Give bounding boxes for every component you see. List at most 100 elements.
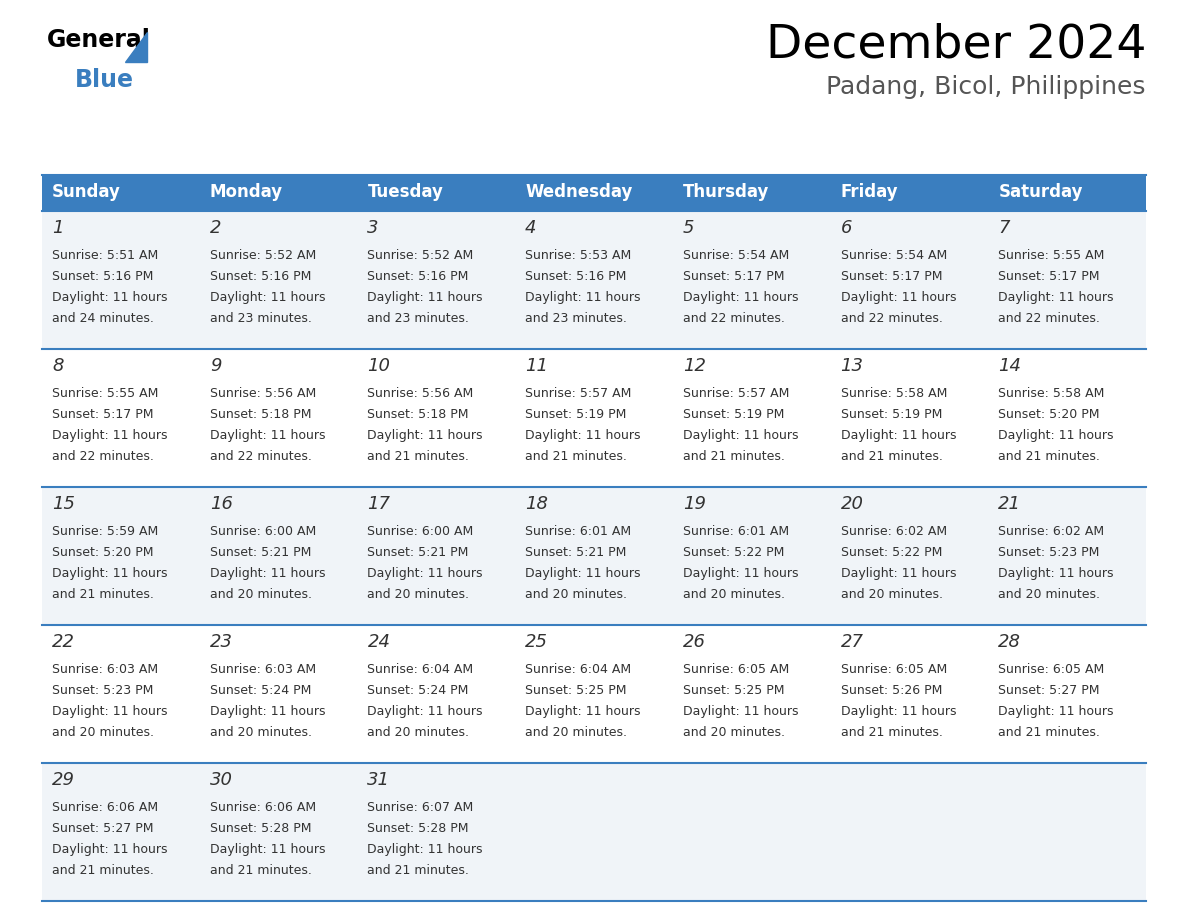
Text: and 20 minutes.: and 20 minutes. xyxy=(683,588,785,601)
Bar xyxy=(988,625,1146,763)
Text: Daylight: 11 hours: Daylight: 11 hours xyxy=(367,567,484,580)
Bar xyxy=(42,175,200,211)
Bar xyxy=(200,625,358,763)
Text: Sunset: 5:17 PM: Sunset: 5:17 PM xyxy=(52,408,153,421)
Text: 13: 13 xyxy=(841,357,864,375)
Text: and 21 minutes.: and 21 minutes. xyxy=(841,450,942,463)
Text: 4: 4 xyxy=(525,219,537,237)
Text: and 24 minutes.: and 24 minutes. xyxy=(52,312,154,325)
Bar xyxy=(830,625,988,763)
Text: 24: 24 xyxy=(367,633,391,651)
Text: Daylight: 11 hours: Daylight: 11 hours xyxy=(210,429,326,442)
Text: Sunset: 5:23 PM: Sunset: 5:23 PM xyxy=(52,684,153,697)
Text: 12: 12 xyxy=(683,357,706,375)
Text: December 2024: December 2024 xyxy=(765,23,1146,68)
Text: Sunset: 5:21 PM: Sunset: 5:21 PM xyxy=(525,546,626,559)
Text: Sunrise: 5:57 AM: Sunrise: 5:57 AM xyxy=(683,387,789,400)
Text: and 21 minutes.: and 21 minutes. xyxy=(998,726,1100,739)
Text: Sunrise: 5:55 AM: Sunrise: 5:55 AM xyxy=(52,387,158,400)
Text: Daylight: 11 hours: Daylight: 11 hours xyxy=(367,705,484,718)
Text: 1: 1 xyxy=(52,219,63,237)
Text: and 20 minutes.: and 20 minutes. xyxy=(525,726,627,739)
Text: Sunset: 5:20 PM: Sunset: 5:20 PM xyxy=(998,408,1100,421)
Text: and 23 minutes.: and 23 minutes. xyxy=(210,312,311,325)
Bar xyxy=(200,763,358,901)
Text: 31: 31 xyxy=(367,771,391,789)
Text: Sunrise: 5:54 AM: Sunrise: 5:54 AM xyxy=(683,249,789,262)
Text: Sunset: 5:27 PM: Sunset: 5:27 PM xyxy=(998,684,1100,697)
Text: Sunrise: 5:54 AM: Sunrise: 5:54 AM xyxy=(841,249,947,262)
Text: Sunrise: 6:04 AM: Sunrise: 6:04 AM xyxy=(367,663,474,676)
Bar xyxy=(358,625,516,763)
Text: 6: 6 xyxy=(841,219,852,237)
Text: and 20 minutes.: and 20 minutes. xyxy=(683,726,785,739)
Text: 22: 22 xyxy=(52,633,75,651)
Bar xyxy=(516,211,672,349)
Text: Sunset: 5:24 PM: Sunset: 5:24 PM xyxy=(210,684,311,697)
Text: 21: 21 xyxy=(998,495,1022,513)
Text: Sunset: 5:27 PM: Sunset: 5:27 PM xyxy=(52,822,153,835)
Text: Sunrise: 5:58 AM: Sunrise: 5:58 AM xyxy=(841,387,947,400)
Text: and 21 minutes.: and 21 minutes. xyxy=(525,450,627,463)
Text: Blue: Blue xyxy=(75,68,134,92)
Text: Daylight: 11 hours: Daylight: 11 hours xyxy=(210,291,326,304)
Bar xyxy=(988,349,1146,487)
Text: and 21 minutes.: and 21 minutes. xyxy=(998,450,1100,463)
Text: 19: 19 xyxy=(683,495,706,513)
Text: Daylight: 11 hours: Daylight: 11 hours xyxy=(683,567,798,580)
Text: 25: 25 xyxy=(525,633,548,651)
Bar xyxy=(830,763,988,901)
Text: 23: 23 xyxy=(210,633,233,651)
Bar xyxy=(830,211,988,349)
Text: Sunset: 5:21 PM: Sunset: 5:21 PM xyxy=(367,546,469,559)
Text: and 20 minutes.: and 20 minutes. xyxy=(367,726,469,739)
Text: Daylight: 11 hours: Daylight: 11 hours xyxy=(367,429,484,442)
Text: Sunrise: 6:02 AM: Sunrise: 6:02 AM xyxy=(841,525,947,538)
Text: 17: 17 xyxy=(367,495,391,513)
Text: Daylight: 11 hours: Daylight: 11 hours xyxy=(683,429,798,442)
Text: 5: 5 xyxy=(683,219,694,237)
Text: and 23 minutes.: and 23 minutes. xyxy=(367,312,469,325)
Text: and 22 minutes.: and 22 minutes. xyxy=(683,312,785,325)
Text: and 20 minutes.: and 20 minutes. xyxy=(998,588,1100,601)
Text: and 21 minutes.: and 21 minutes. xyxy=(52,588,154,601)
Text: 9: 9 xyxy=(210,357,221,375)
Text: Sunset: 5:17 PM: Sunset: 5:17 PM xyxy=(683,270,784,283)
Text: 11: 11 xyxy=(525,357,548,375)
Text: Sunset: 5:21 PM: Sunset: 5:21 PM xyxy=(210,546,311,559)
Text: Sunrise: 6:03 AM: Sunrise: 6:03 AM xyxy=(52,663,158,676)
Bar xyxy=(42,349,200,487)
Text: and 22 minutes.: and 22 minutes. xyxy=(210,450,311,463)
Text: 7: 7 xyxy=(998,219,1010,237)
Text: Sunset: 5:19 PM: Sunset: 5:19 PM xyxy=(683,408,784,421)
Text: Sunrise: 5:55 AM: Sunrise: 5:55 AM xyxy=(998,249,1105,262)
Text: Daylight: 11 hours: Daylight: 11 hours xyxy=(52,291,168,304)
Text: Sunset: 5:28 PM: Sunset: 5:28 PM xyxy=(210,822,311,835)
Text: 3: 3 xyxy=(367,219,379,237)
Text: and 20 minutes.: and 20 minutes. xyxy=(210,588,311,601)
Text: Sunset: 5:16 PM: Sunset: 5:16 PM xyxy=(210,270,311,283)
Text: Friday: Friday xyxy=(841,183,898,201)
Bar xyxy=(672,211,830,349)
Text: Thursday: Thursday xyxy=(683,183,770,201)
Text: and 20 minutes.: and 20 minutes. xyxy=(525,588,627,601)
Text: 26: 26 xyxy=(683,633,706,651)
Text: 18: 18 xyxy=(525,495,548,513)
Text: Sunset: 5:22 PM: Sunset: 5:22 PM xyxy=(683,546,784,559)
Text: and 22 minutes.: and 22 minutes. xyxy=(52,450,154,463)
Text: Daylight: 11 hours: Daylight: 11 hours xyxy=(525,291,640,304)
Text: Daylight: 11 hours: Daylight: 11 hours xyxy=(367,291,484,304)
Text: Sunrise: 5:58 AM: Sunrise: 5:58 AM xyxy=(998,387,1105,400)
Text: and 23 minutes.: and 23 minutes. xyxy=(525,312,627,325)
Text: 30: 30 xyxy=(210,771,233,789)
Text: and 20 minutes.: and 20 minutes. xyxy=(52,726,154,739)
Text: Sunrise: 5:51 AM: Sunrise: 5:51 AM xyxy=(52,249,158,262)
Text: 20: 20 xyxy=(841,495,864,513)
Text: Sunset: 5:28 PM: Sunset: 5:28 PM xyxy=(367,822,469,835)
Bar xyxy=(830,175,988,211)
Bar xyxy=(358,211,516,349)
Text: Sunrise: 5:53 AM: Sunrise: 5:53 AM xyxy=(525,249,631,262)
Text: Daylight: 11 hours: Daylight: 11 hours xyxy=(998,567,1114,580)
Text: Sunrise: 6:03 AM: Sunrise: 6:03 AM xyxy=(210,663,316,676)
Text: and 20 minutes.: and 20 minutes. xyxy=(210,726,311,739)
